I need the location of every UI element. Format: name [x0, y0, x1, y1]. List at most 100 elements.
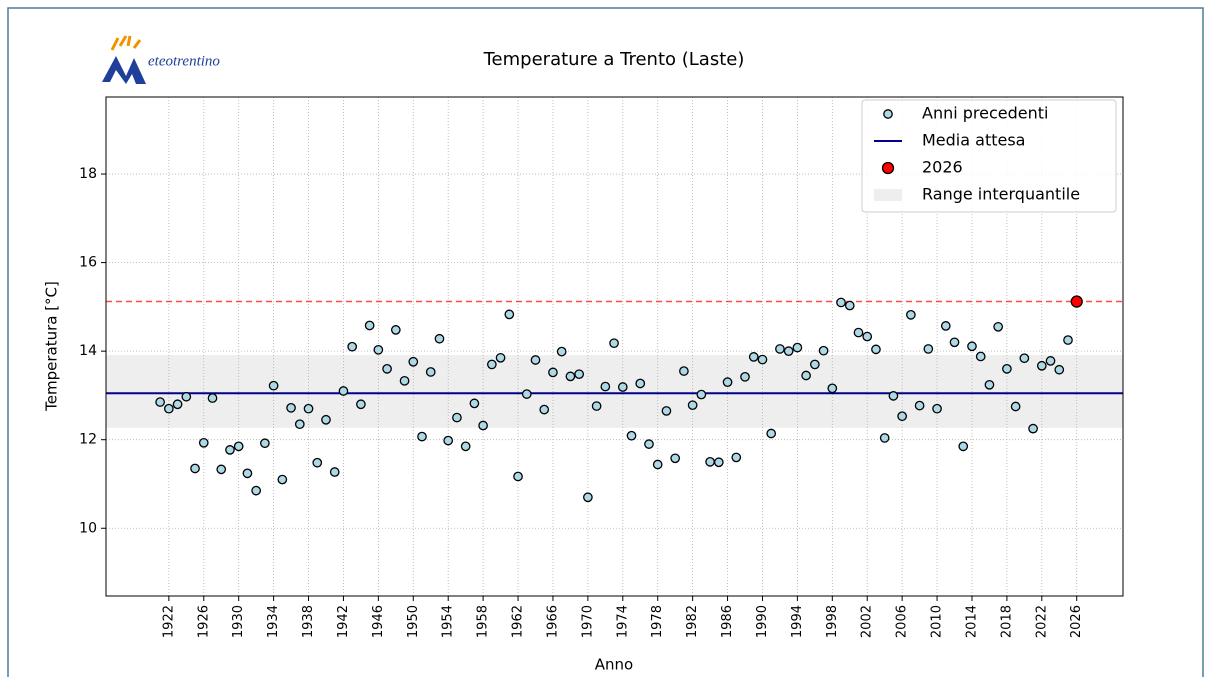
- x-tick-label: 1962: [511, 605, 526, 638]
- point: [390, 325, 401, 335]
- point: [591, 401, 602, 411]
- point: [783, 346, 794, 356]
- point: [923, 344, 934, 354]
- x-tick-label: 2026: [1069, 605, 1084, 638]
- point: [1019, 353, 1030, 364]
- point: [775, 344, 785, 354]
- y-tick-label: 10: [79, 520, 97, 536]
- x-tick-label: 2022: [1034, 605, 1049, 638]
- point: [478, 420, 488, 431]
- x-tick-label: 1994: [790, 605, 805, 638]
- point: [932, 403, 942, 414]
- point: [556, 346, 567, 357]
- point: [801, 370, 811, 381]
- point: [242, 468, 253, 479]
- chart-title: Temperature a Trento (Laste): [483, 49, 745, 70]
- point: [1036, 360, 1047, 371]
- x-tick-label: 1930: [231, 605, 246, 638]
- point: [897, 411, 907, 422]
- legend-box: [861, 99, 1117, 213]
- plot-frame: [105, 96, 1124, 597]
- point: [626, 430, 637, 441]
- point: [1002, 364, 1012, 374]
- point: [347, 341, 358, 352]
- legend-label: Media attesa: [922, 131, 1025, 150]
- point: [809, 359, 820, 370]
- point: [338, 386, 349, 396]
- point: [172, 399, 183, 410]
- point: [670, 453, 681, 464]
- point: [748, 352, 759, 362]
- x-tick-label: 1942: [336, 605, 351, 638]
- point: [906, 309, 916, 320]
- point: [486, 359, 497, 370]
- point: [539, 404, 550, 415]
- frame: [7, 7, 1204, 677]
- point: [460, 441, 471, 452]
- legend: Anni precedenti Media attesa 2026 Range int…: [861, 99, 1117, 213]
- point: [644, 439, 654, 449]
- point: [364, 320, 375, 331]
- y-axis-label: Temperatura [°C]: [43, 281, 61, 412]
- point: [260, 438, 270, 449]
- y-tick-label: 18: [79, 166, 97, 182]
- point: [871, 344, 881, 355]
- point: [583, 492, 593, 503]
- point: [251, 485, 261, 496]
- x-axis-label: Anno: [595, 656, 633, 674]
- point: [155, 397, 165, 407]
- iqr-band: [106, 355, 1123, 428]
- point: [975, 351, 986, 362]
- x-tick-label: 1922: [161, 605, 176, 638]
- point: [652, 459, 663, 470]
- point: [198, 437, 209, 448]
- point: [225, 445, 235, 455]
- point: [1063, 335, 1073, 345]
- legend-marker: [874, 189, 902, 201]
- point: [1028, 423, 1038, 434]
- point: [268, 380, 279, 391]
- x-tick-label: 1990: [755, 605, 770, 638]
- point: [687, 400, 698, 411]
- x-tick-label: 2006: [895, 605, 910, 638]
- point: [1045, 356, 1056, 366]
- point: [417, 431, 427, 442]
- point: [722, 377, 733, 387]
- point: [635, 378, 646, 389]
- point: [399, 375, 410, 386]
- logo-sun: [110, 35, 142, 51]
- point: [862, 331, 873, 342]
- x-tick-label: 1926: [196, 605, 211, 638]
- current-point: [1070, 295, 1083, 308]
- legend-label: 2026: [922, 158, 963, 177]
- x-tick-label: 2018: [999, 605, 1014, 638]
- point: [382, 364, 392, 374]
- point: [757, 354, 768, 365]
- point: [731, 452, 742, 463]
- point: [530, 355, 541, 365]
- x-tick-label: 2014: [964, 605, 979, 638]
- point: [940, 321, 951, 331]
- point: [321, 414, 331, 425]
- point: [190, 463, 200, 474]
- x-tick-label: 1938: [301, 605, 316, 638]
- x-tick-label: 2010: [930, 605, 945, 638]
- x-tick-label: 1934: [266, 605, 281, 638]
- x-tick-label: 1950: [406, 605, 421, 638]
- point: [844, 300, 855, 311]
- point: [984, 379, 995, 390]
- point: [207, 393, 218, 403]
- point: [818, 345, 829, 356]
- point: [504, 309, 515, 320]
- point: [329, 467, 340, 477]
- point: [303, 403, 314, 414]
- point: [286, 402, 296, 413]
- point: [713, 457, 724, 468]
- logo: eteotrentino: [102, 35, 220, 84]
- point: [452, 412, 462, 423]
- logo-text: eteotrentino: [148, 53, 220, 69]
- point: [434, 333, 445, 344]
- point: [216, 464, 227, 475]
